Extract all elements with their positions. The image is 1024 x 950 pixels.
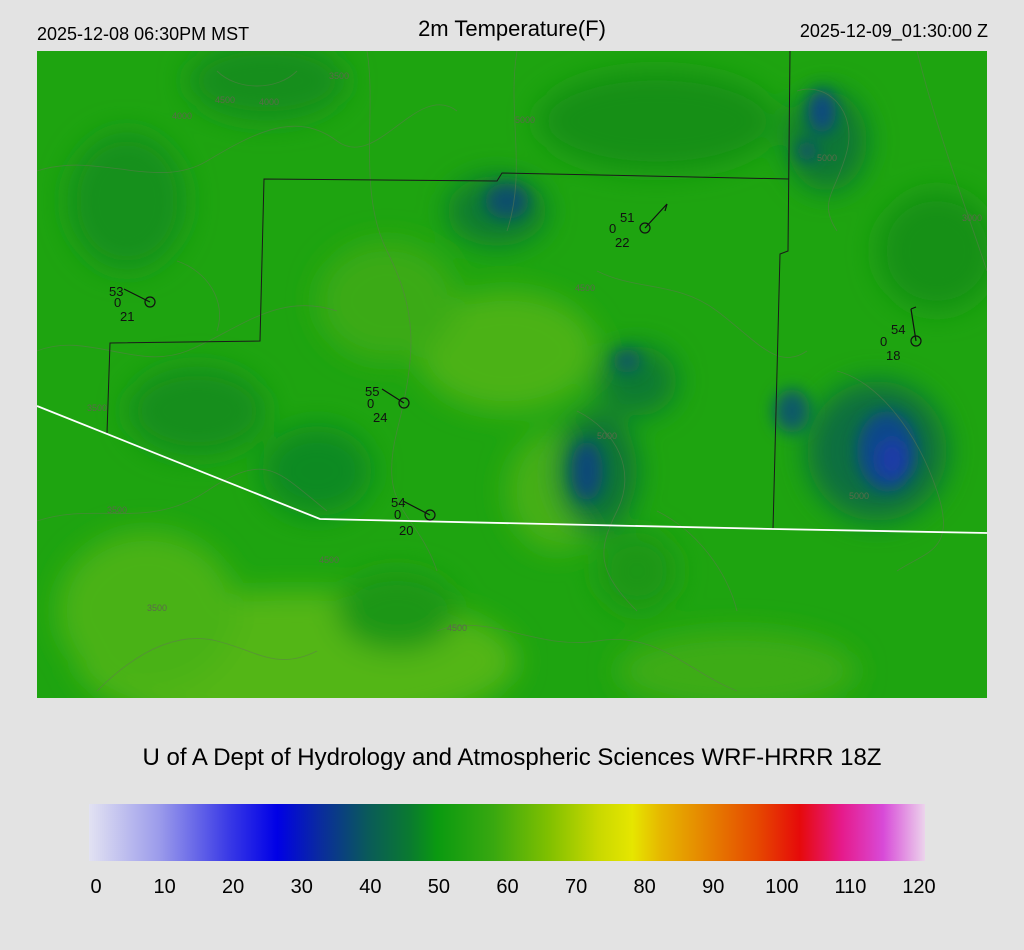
station-dewpoint: 24 xyxy=(373,410,387,425)
contour-label: 3500 xyxy=(107,505,127,515)
station-plots: 53 0 21 51 0 22 55 0 24 xyxy=(109,203,922,538)
station-temperature: 55 xyxy=(365,384,379,399)
station-temperature: 53 xyxy=(109,284,123,299)
local-time-label: 2025-12-08 06:30PM MST xyxy=(37,24,250,44)
contour-label: 4500 xyxy=(447,623,467,633)
station-plot: 54 0 20 xyxy=(391,495,436,538)
utc-time-label: 2025-12-09_01:30:00 Z xyxy=(799,21,988,41)
contour-label: 5000 xyxy=(515,115,535,125)
contour-label: 5000 xyxy=(817,153,837,163)
colorbar-tick-label: 10 xyxy=(153,876,176,898)
colorbar-tick-label: 90 xyxy=(702,876,725,898)
contour-label: 3000 xyxy=(962,213,982,223)
station-dewpoint: 21 xyxy=(120,309,134,324)
county-line-east xyxy=(772,51,791,530)
colorbar-tick-label: 70 xyxy=(564,876,588,898)
contour-label: 4500 xyxy=(215,95,235,105)
contour-label: 5000 xyxy=(597,431,617,441)
station-dewpoint: 18 xyxy=(886,348,900,363)
station-plot: 53 0 21 xyxy=(109,284,156,324)
contour-label: 3500 xyxy=(329,71,349,81)
colorbar-tick-label: 60 xyxy=(496,876,519,898)
station-plot: 55 0 24 xyxy=(365,384,410,425)
contour-label: 3500 xyxy=(147,603,167,613)
state-border xyxy=(37,405,987,534)
model-credit: U of A Dept of Hydrology and Atmospheric… xyxy=(142,744,882,771)
station-plot: 51 0 22 xyxy=(609,203,668,250)
cold-cores xyxy=(485,89,917,501)
temperature-map: 4500 4000 3500 4000 5000 4500 3500 3500 … xyxy=(37,51,987,698)
station-cloud-cover: 0 xyxy=(367,396,374,411)
station-temperature: 51 xyxy=(620,210,634,225)
county-line-west xyxy=(106,172,790,434)
contour-label: 3500 xyxy=(87,403,107,413)
contour-label: 4500 xyxy=(575,283,595,293)
county-boundaries xyxy=(106,51,791,530)
station-temperature: 54 xyxy=(391,495,405,510)
colorbar-tick-label: 110 xyxy=(834,876,867,898)
contour-label: 4000 xyxy=(172,111,192,121)
station-cloud-cover: 0 xyxy=(609,221,616,236)
elevation-contours xyxy=(37,51,987,692)
colorbar-tick-label: 80 xyxy=(633,876,656,898)
contour-label: 4000 xyxy=(259,97,279,107)
station-cloud-cover: 0 xyxy=(880,334,887,349)
colorbar-tick-label: 120 xyxy=(902,876,936,898)
station-temperature: 54 xyxy=(891,322,905,337)
station-cloud-cover: 0 xyxy=(114,295,121,310)
station-cloud-cover: 0 xyxy=(394,507,401,522)
station-dewpoint: 22 xyxy=(615,235,629,250)
colorbar-tick-label: 0 xyxy=(90,876,102,898)
map-title: 2m Temperature(F) xyxy=(418,16,606,41)
temperature-shading xyxy=(57,51,987,698)
colorbar-tick-label: 20 xyxy=(222,876,245,898)
colorbar-tick-label: 50 xyxy=(427,876,451,898)
station-plot: 54 0 18 xyxy=(880,306,922,363)
colorbar-tick-label: 40 xyxy=(359,876,382,898)
contour-label: 4500 xyxy=(319,555,339,565)
contour-labels: 4500 4000 3500 4000 5000 4500 3500 3500 … xyxy=(87,71,982,633)
station-dewpoint: 20 xyxy=(399,523,413,538)
colorbar-tick-label: 100 xyxy=(765,876,799,898)
colorbar-tick-label: 30 xyxy=(290,876,313,898)
contour-label: 5000 xyxy=(849,491,869,501)
colorbar-ticks: 0 10 20 30 40 50 60 70 80 90 100 110 120 xyxy=(0,876,1024,906)
temperature-colorbar xyxy=(89,804,925,861)
